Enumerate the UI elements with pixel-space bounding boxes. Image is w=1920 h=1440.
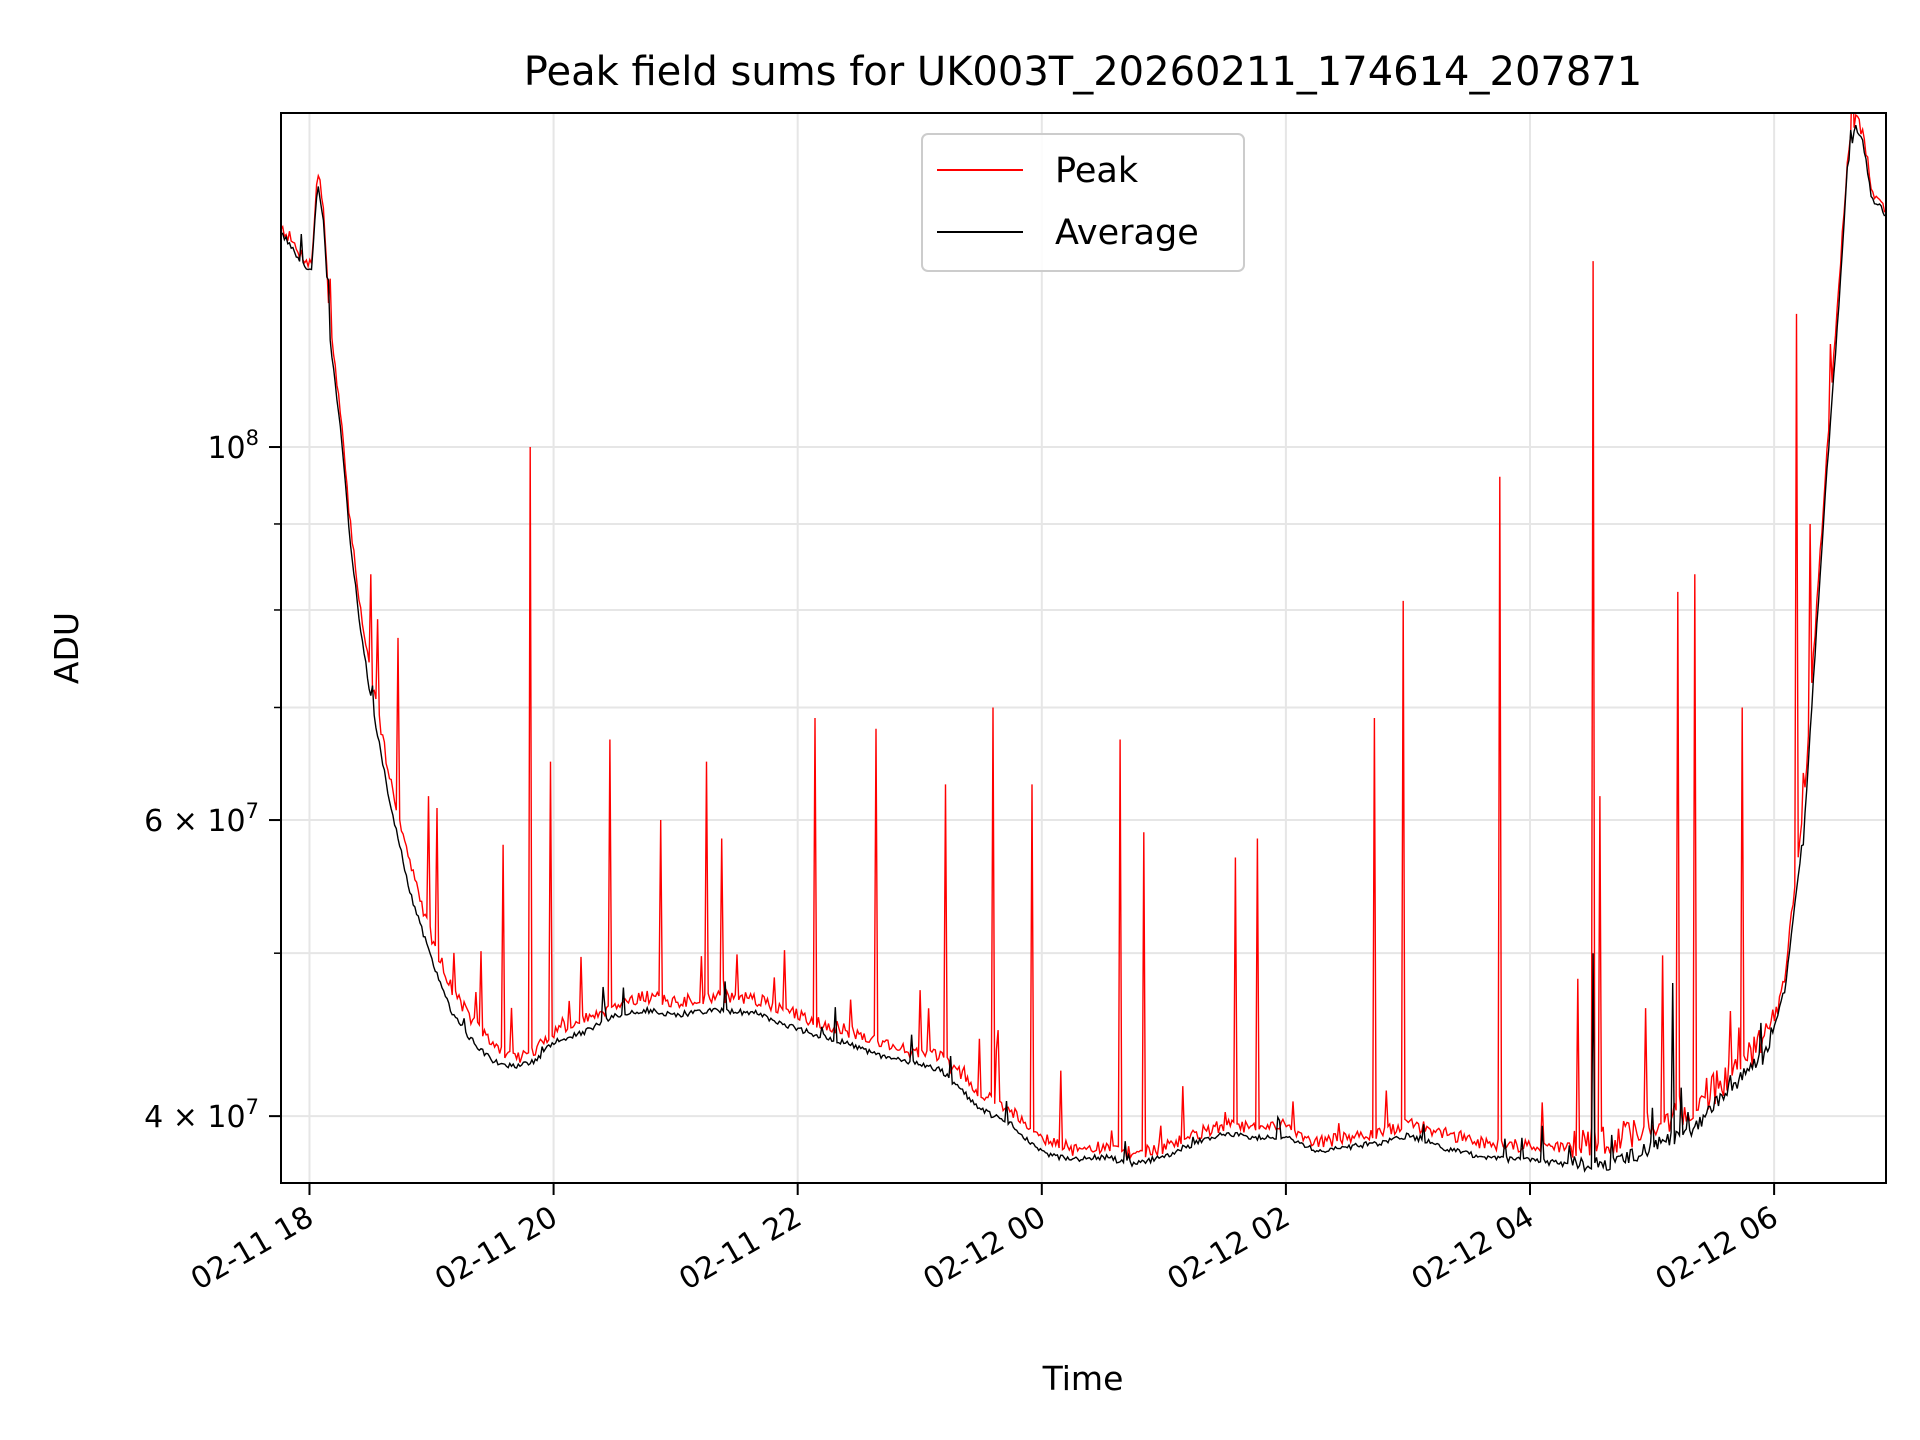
legend-box: [921, 133, 1245, 272]
series-peak-line: [281, 113, 1886, 1161]
y-tick-label: 108: [207, 426, 259, 466]
series-average-line: [281, 125, 1886, 1173]
legend-label-peak: Peak: [1055, 151, 1139, 191]
plot-lines: [281, 113, 1886, 1173]
y-axis-label: ADU: [47, 612, 86, 684]
y-axis: 4 × 107 6 × 107 108: [144, 426, 281, 1135]
chart-title: Peak field sums for UK003T_20260211_1746…: [524, 49, 1642, 95]
y-tick-label: 6 × 107: [144, 799, 259, 839]
x-axis-label: Time: [1042, 1359, 1124, 1398]
y-tick-label: 4 × 107: [144, 1095, 259, 1135]
plot-frame: [280, 112, 1887, 1184]
grid: [281, 113, 1886, 1183]
legend: Peak Average: [921, 133, 1245, 272]
legend-label-average: Average: [1055, 213, 1199, 253]
